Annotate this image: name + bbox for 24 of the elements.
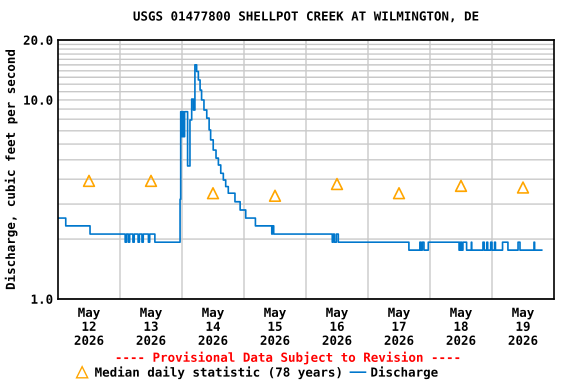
y-tick-label: 20.0 (24, 35, 52, 45)
legend-label: Discharge (371, 366, 438, 380)
point (144, 174, 158, 188)
x-tick-label: May 19 2026 (508, 308, 538, 346)
x-tick-label: May 12 2026 (74, 308, 104, 346)
chart-title: USGS 01477800 SHELLPOT CREEK AT WILMINGTON, DE (134, 11, 478, 22)
legend-label: Median daily statistic (78 years) (95, 366, 341, 380)
y-tick-label: 10.0 (24, 95, 52, 105)
point (268, 190, 282, 202)
x-tick-label: May 18 2026 (446, 308, 476, 346)
x-tick-label: May 17 2026 (384, 308, 414, 346)
point (454, 180, 468, 192)
x-tick-label: May 15 2026 (260, 308, 290, 346)
point (82, 174, 96, 188)
point (392, 186, 406, 200)
text: ---- Provisional Data Subject to Revision ---- (116, 352, 460, 364)
point (516, 181, 530, 194)
x-tick-label: May 16 2026 (322, 308, 352, 346)
point (330, 178, 344, 190)
point (206, 186, 220, 200)
x-tick-label: May 14 2026 (198, 308, 228, 346)
y-axis-title: Discharge, cubic feet per second (4, 50, 18, 290)
y-tick-label: 1.0 (32, 294, 52, 304)
x-tick-label: May 13 2026 (136, 308, 166, 346)
